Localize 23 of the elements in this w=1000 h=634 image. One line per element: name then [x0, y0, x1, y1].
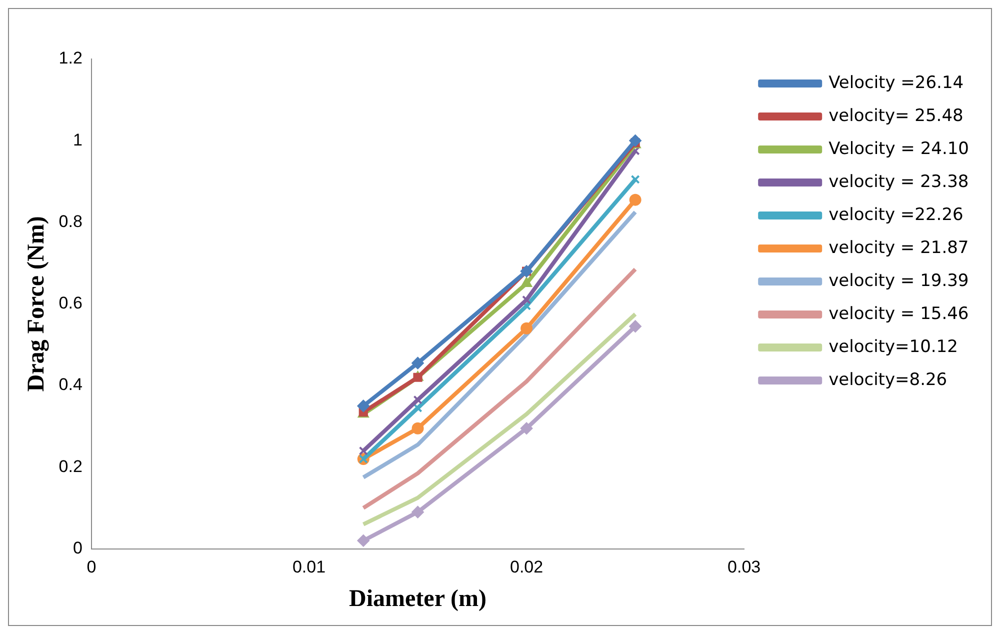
legend-label: velocity = 21.87 — [828, 238, 969, 258]
x-tick-label: 0.03 — [728, 558, 761, 577]
y-tick-label: 0.4 — [58, 375, 82, 394]
y-axis-title: Drag Force (Nm) — [24, 216, 50, 392]
y-tick-label: 1.2 — [58, 48, 82, 68]
x-tick-label: 0.01 — [292, 558, 326, 577]
legend-label: Velocity =26.14 — [828, 72, 964, 93]
y-tick-label: 1 — [72, 130, 82, 150]
x-tick-label: 0.02 — [510, 558, 544, 577]
legend-label: velocity=8.26 — [828, 370, 948, 390]
legend-label: velocity = 15.46 — [828, 304, 969, 324]
legend-label: velocity = 23.38 — [828, 172, 969, 192]
legend-label: velocity=10.12 — [828, 336, 958, 357]
x-tick-label: 0 — [86, 558, 96, 577]
y-tick-label: 0.6 — [58, 294, 82, 313]
legend-label: Velocity = 24.10 — [828, 138, 970, 159]
y-tick-label: 0.8 — [58, 212, 82, 231]
legend-label: velocity = 19.39 — [828, 270, 969, 291]
legend-label: velocity =22.26 — [828, 204, 964, 225]
y-tick-label: 0.2 — [58, 456, 82, 476]
x-axis-title: Diameter (m) — [349, 586, 487, 612]
legend-label: velocity= 25.48 — [828, 106, 964, 126]
y-tick-label: 0 — [72, 538, 82, 558]
